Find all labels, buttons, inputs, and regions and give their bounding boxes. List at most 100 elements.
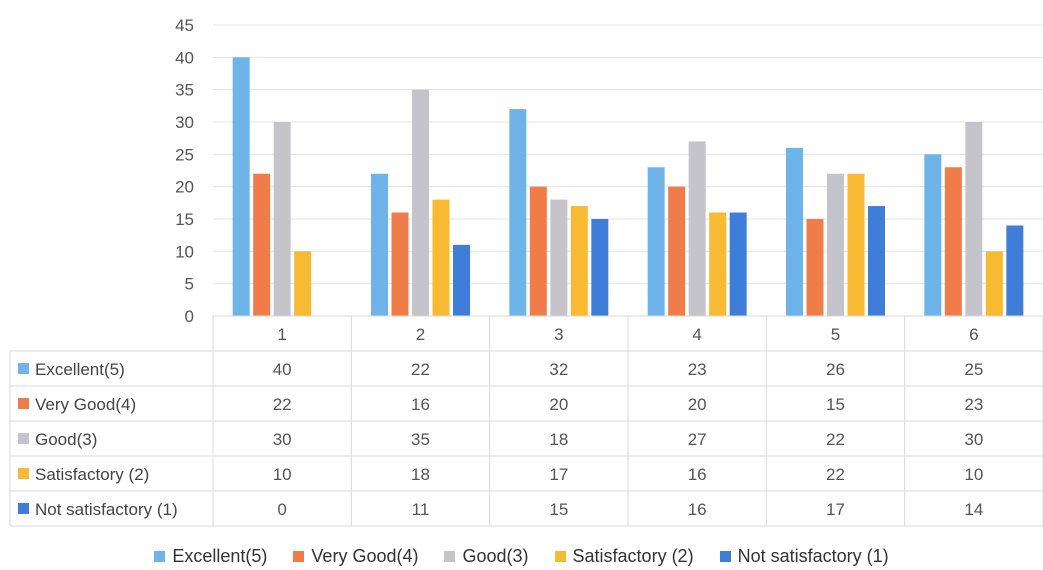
table-cell: 30	[964, 430, 983, 449]
y-tick-label: 45	[175, 16, 194, 35]
table-cell: 35	[411, 430, 430, 449]
bar	[806, 219, 824, 316]
table-cell: 0	[277, 500, 286, 519]
bar	[412, 89, 429, 317]
table-cell: 22	[826, 430, 845, 449]
legend-label: Good(3)	[462, 545, 529, 566]
bar	[965, 122, 983, 316]
bar	[1006, 225, 1024, 316]
table-cell: 11	[412, 500, 430, 519]
legend-label: Not satisfactory (1)	[737, 545, 889, 566]
y-tick-label: 10	[175, 242, 194, 261]
bars	[232, 57, 1024, 317]
bar	[253, 173, 271, 316]
table-series-swatch	[18, 363, 29, 374]
category-label: 4	[692, 325, 701, 344]
grid-lines	[213, 24, 1043, 285]
bar	[453, 244, 470, 316]
legend: Excellent(5) Very Good(4) Good(3) Satisfact…	[0, 542, 1043, 570]
bar	[668, 186, 686, 316]
table-series-swatch	[18, 398, 29, 409]
legend-entry: Not satisfactory (1)	[719, 545, 889, 567]
table-cell: 25	[964, 360, 983, 379]
bar	[273, 122, 291, 316]
table-cell: 40	[273, 360, 292, 379]
table-cell: 27	[688, 430, 707, 449]
legend-entry: Very Good(4)	[293, 546, 418, 567]
table-cell: 14	[964, 500, 983, 519]
bar	[827, 173, 844, 316]
table-series-swatch	[18, 433, 29, 444]
bar	[371, 173, 388, 316]
table-cell: 23	[688, 360, 707, 379]
table-cell: 16	[688, 465, 707, 484]
bar	[985, 251, 1003, 316]
y-tick-label: 20	[175, 178, 194, 197]
bar	[924, 154, 942, 316]
table-cell: 26	[826, 360, 845, 379]
y-tick-label: 0	[185, 307, 194, 326]
bar	[570, 206, 588, 316]
bar	[509, 109, 527, 316]
y-tick-label: 25	[175, 145, 194, 164]
table-cell: 15	[826, 395, 845, 414]
table-series-name: Excellent(5)	[35, 360, 125, 379]
bar	[432, 199, 450, 316]
y-tick-label: 35	[175, 81, 194, 100]
table-series-swatch	[18, 468, 29, 479]
bar	[647, 167, 665, 316]
bar	[232, 57, 250, 316]
legend-swatch	[293, 550, 305, 562]
bar	[550, 199, 568, 316]
legend-label: Excellent(5)	[172, 545, 268, 566]
legend-entry: Satisfactory (2)	[554, 545, 694, 567]
table-cell: 22	[411, 360, 430, 379]
table-series-name: Not satisfactory (1)	[35, 500, 178, 519]
category-label: 6	[969, 325, 978, 344]
bar	[944, 167, 962, 316]
y-tick-label: 15	[175, 210, 194, 229]
table-cell: 22	[826, 465, 845, 484]
category-label: 2	[416, 325, 425, 344]
bar	[868, 206, 885, 316]
y-tick-label: 5	[185, 275, 194, 294]
table-cell: 32	[549, 360, 568, 379]
legend-swatch	[554, 550, 566, 562]
table-cell: 16	[688, 500, 707, 519]
table-cell: 18	[549, 430, 568, 449]
bar	[847, 173, 865, 316]
table-series-name: Very Good(4)	[35, 395, 136, 414]
table-cell: 10	[964, 465, 983, 484]
bar	[786, 147, 803, 316]
table-series-name: Satisfactory (2)	[35, 465, 149, 484]
table-cell: 20	[549, 395, 568, 414]
legend-swatch	[719, 550, 731, 562]
bar	[591, 219, 609, 316]
bar	[709, 212, 727, 316]
table-cell: 10	[273, 465, 292, 484]
table-cell: 16	[411, 395, 430, 414]
legend-label: Satisfactory (2)	[572, 545, 694, 566]
table-series-name: Good(3)	[35, 430, 97, 449]
table-cell: 23	[964, 395, 983, 414]
bar	[529, 186, 547, 316]
legend-entry: Good(3)	[444, 545, 529, 567]
category-label: 1	[277, 325, 286, 344]
table-cell: 20	[688, 395, 707, 414]
table-cell: 17	[826, 500, 845, 519]
bar	[391, 212, 409, 316]
table-cell: 22	[273, 395, 292, 414]
table-cell: 17	[549, 465, 568, 484]
legend-swatch	[154, 550, 166, 562]
bar	[294, 251, 312, 316]
table-cell: 30	[273, 430, 292, 449]
legend-swatch	[444, 550, 456, 562]
table-cell: 15	[549, 500, 568, 519]
bar	[729, 212, 747, 316]
category-label: 5	[831, 325, 840, 344]
y-tick-label: 30	[175, 113, 194, 132]
y-axis-tick-labels: 0 5 10 15 20 25 30 35 40 45	[175, 16, 194, 326]
table-cell: 18	[411, 465, 430, 484]
